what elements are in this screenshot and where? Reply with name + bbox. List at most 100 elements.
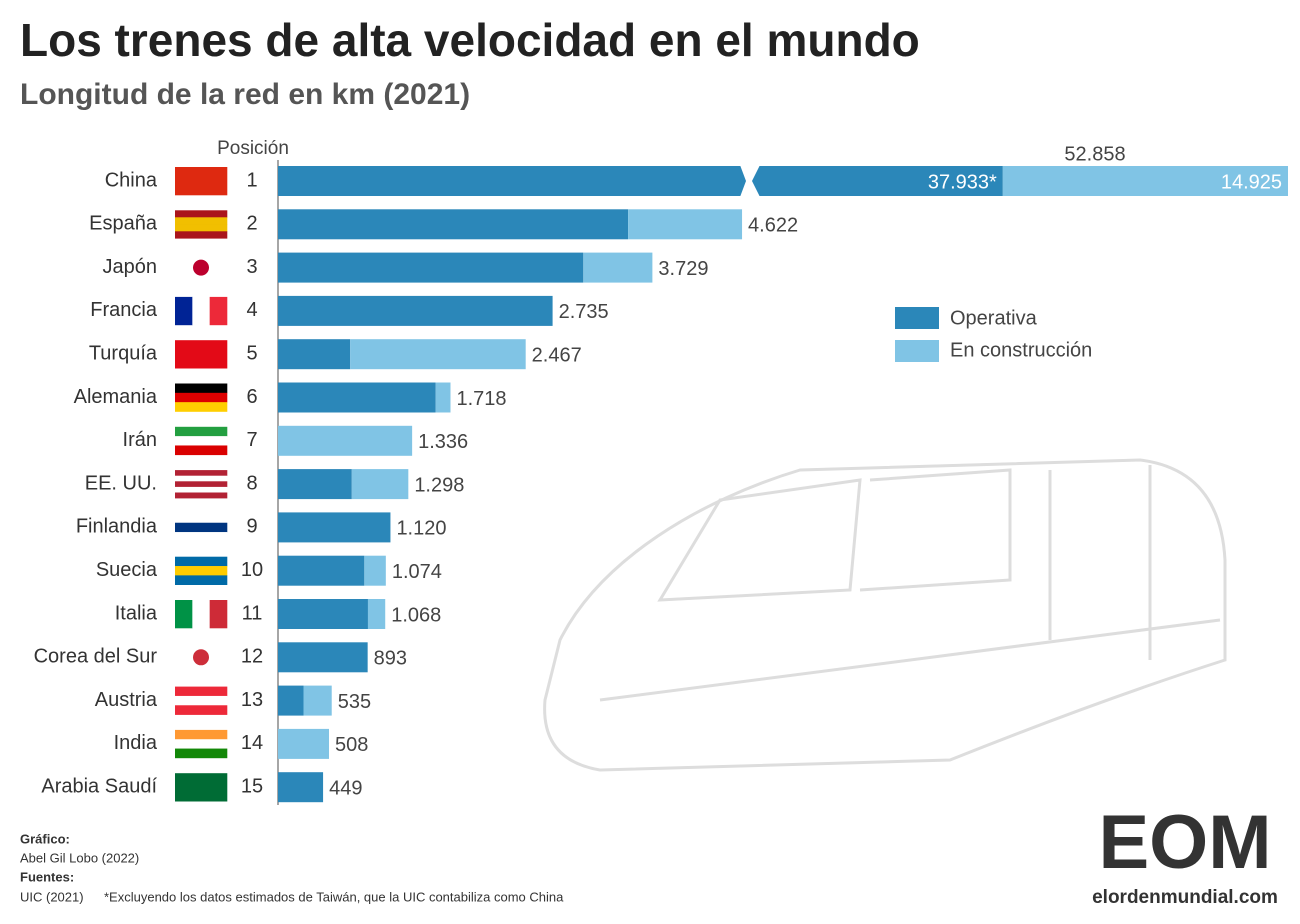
chart-title: Los trenes de alta velocidad en el mundo bbox=[20, 14, 920, 66]
credit-label: Fuentes: bbox=[20, 869, 74, 884]
total-label: 535 bbox=[338, 691, 371, 713]
total-label: 508 bbox=[335, 734, 368, 756]
bar bbox=[278, 469, 352, 500]
flag bbox=[175, 224, 228, 232]
bar bbox=[435, 382, 451, 413]
position-label: 6 bbox=[246, 386, 257, 408]
total-label: 1.068 bbox=[391, 604, 441, 626]
flag bbox=[193, 259, 209, 276]
category-label: Italia bbox=[115, 602, 158, 624]
total-label: 4.622 bbox=[748, 215, 798, 237]
position-label: 14 bbox=[241, 732, 263, 754]
bar bbox=[278, 512, 391, 543]
category-label: Corea del Sur bbox=[34, 646, 158, 668]
flag bbox=[175, 522, 228, 533]
total-label: 1.120 bbox=[396, 518, 446, 540]
category-label: Alemania bbox=[74, 386, 158, 408]
flag bbox=[175, 600, 193, 629]
flag bbox=[192, 296, 210, 326]
train-watermark bbox=[543, 458, 1227, 772]
bar bbox=[278, 425, 413, 456]
flag bbox=[175, 296, 193, 326]
flag bbox=[175, 773, 228, 802]
flag bbox=[175, 470, 228, 476]
category-label: Irán bbox=[123, 429, 157, 451]
flag bbox=[175, 426, 228, 437]
logo: EOM bbox=[1098, 800, 1271, 885]
flag bbox=[175, 695, 228, 706]
bar bbox=[367, 599, 386, 629]
flag bbox=[175, 436, 228, 446]
flag bbox=[175, 566, 228, 576]
position-label: 12 bbox=[241, 646, 263, 668]
category-label: Suecia bbox=[96, 559, 158, 581]
position-label: 3 bbox=[246, 256, 257, 278]
flag bbox=[175, 739, 228, 749]
bar bbox=[278, 728, 330, 759]
flag bbox=[175, 486, 228, 493]
position-label: 8 bbox=[246, 472, 257, 494]
total-label: 1.718 bbox=[456, 388, 506, 410]
position-header: Posición bbox=[217, 138, 289, 159]
total-label: 1.074 bbox=[392, 561, 442, 583]
legend-label: Operativa bbox=[950, 307, 1038, 329]
bar bbox=[278, 382, 436, 413]
category-label: Francia bbox=[90, 299, 158, 321]
flag bbox=[175, 556, 228, 567]
bar bbox=[278, 295, 553, 326]
bar bbox=[1002, 166, 1288, 196]
total-label: 449 bbox=[329, 777, 362, 799]
flag bbox=[175, 210, 228, 218]
position-label: 2 bbox=[246, 213, 257, 235]
total-label: 1.336 bbox=[418, 431, 468, 453]
bar bbox=[278, 555, 365, 586]
flag bbox=[193, 649, 209, 666]
flag bbox=[175, 532, 228, 542]
flag bbox=[192, 600, 210, 629]
category-label: España bbox=[89, 213, 158, 235]
bar bbox=[278, 599, 368, 629]
bar bbox=[278, 252, 584, 283]
flag bbox=[175, 217, 228, 225]
total-label: 3.729 bbox=[658, 258, 708, 280]
category-label: China bbox=[105, 169, 158, 191]
position-label: 13 bbox=[241, 689, 263, 711]
position-label: 10 bbox=[241, 559, 263, 581]
category-label: Turquía bbox=[89, 342, 158, 364]
category-label: Austria bbox=[95, 689, 158, 711]
category-label: Japón bbox=[103, 256, 158, 278]
flag bbox=[175, 748, 228, 759]
flag bbox=[175, 231, 228, 239]
bar bbox=[278, 642, 368, 673]
value-label: 37.933* bbox=[928, 171, 997, 193]
position-label: 1 bbox=[246, 169, 257, 191]
bar bbox=[350, 339, 526, 370]
category-label: Arabia Saudí bbox=[41, 775, 157, 797]
bar bbox=[278, 209, 629, 240]
bar bbox=[583, 252, 653, 283]
value-label: 14.925 bbox=[1221, 171, 1282, 193]
category-label: Finlandia bbox=[76, 516, 158, 538]
total-label: 1.298 bbox=[414, 474, 464, 496]
bar bbox=[278, 772, 324, 803]
bar bbox=[278, 339, 351, 370]
flag bbox=[175, 481, 228, 488]
flag bbox=[175, 340, 228, 369]
category-label: India bbox=[114, 732, 158, 754]
flag bbox=[209, 600, 228, 629]
bar bbox=[628, 209, 743, 240]
position-label: 15 bbox=[241, 775, 263, 797]
axis-break bbox=[740, 165, 760, 197]
flag bbox=[175, 492, 228, 499]
total-label: 893 bbox=[374, 648, 407, 670]
flag bbox=[175, 575, 228, 585]
position-label: 9 bbox=[246, 516, 257, 538]
credit-author: Abel Gil Lobo (2022) bbox=[20, 850, 139, 865]
flag bbox=[175, 445, 228, 456]
legend-label: En construcción bbox=[950, 339, 1092, 361]
category-label: EE. UU. bbox=[85, 472, 157, 494]
credit-note: *Excluyendo los datos estimados de Taiwá… bbox=[104, 889, 564, 904]
flag bbox=[175, 402, 228, 412]
flag bbox=[175, 686, 228, 697]
